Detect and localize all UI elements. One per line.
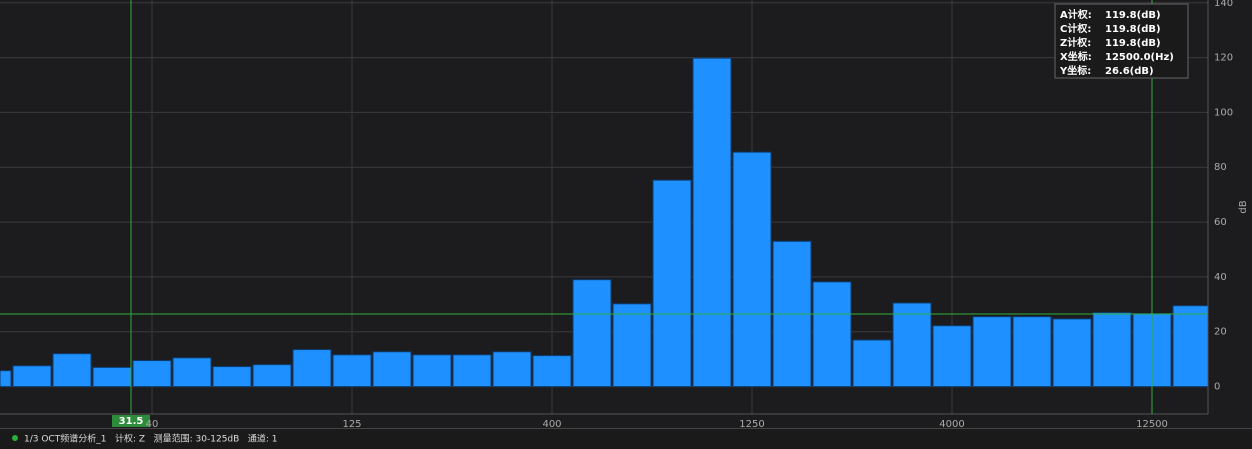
x-tick-label: 4000 (939, 419, 964, 430)
bar (853, 340, 891, 387)
y-axis-title: dB (1238, 200, 1249, 213)
bar (53, 354, 91, 387)
bar (0, 371, 11, 387)
x-tick-label: 40 (146, 419, 159, 430)
bar (973, 317, 1011, 387)
cursor-marker: 31.5 (112, 415, 150, 427)
bar (293, 350, 331, 387)
bar (733, 152, 771, 386)
bar (693, 58, 731, 386)
tooltip-value: 119.8(dB) (1105, 24, 1161, 35)
tooltip-value: 119.8(dB) (1105, 10, 1161, 21)
status-dot (12, 435, 18, 441)
tooltip-label: C计权: (1060, 22, 1091, 35)
x-tick-label: 12500 (1136, 419, 1168, 430)
bar (333, 355, 371, 387)
y-tick-label: 140 (1214, 0, 1233, 9)
bar (13, 366, 51, 387)
y-tick-label: 120 (1214, 53, 1233, 64)
bar (813, 282, 851, 387)
x-tick-label: 1250 (739, 419, 764, 430)
tooltip-label: X坐标: (1060, 50, 1092, 63)
bar (933, 326, 971, 387)
bar (533, 356, 571, 387)
cursor-marker-label: 31.5 (119, 416, 144, 427)
bar (613, 304, 651, 387)
bar (373, 352, 411, 387)
x-tick-label: 400 (542, 419, 561, 430)
bar (213, 367, 251, 387)
bar (493, 352, 531, 387)
bar (133, 361, 171, 387)
bar (893, 303, 931, 387)
y-tick-label: 100 (1214, 107, 1233, 118)
tooltip: A计权: 119.8(dB) C计权: 119.8(dB) Z计权: 119.8(dB) X… (1055, 4, 1188, 78)
tooltip-value: 26.6(dB) (1105, 66, 1154, 77)
bar (1013, 317, 1051, 387)
tooltip-label: Z计权: (1060, 36, 1091, 49)
bar (1093, 313, 1131, 387)
tooltip-value: 12500.0(Hz) (1105, 52, 1174, 63)
bar (93, 367, 131, 386)
tooltip-label: A计权: (1060, 8, 1092, 21)
y-tick-label: 60 (1214, 217, 1227, 228)
bar (1053, 319, 1091, 387)
y-tick-label: 20 (1214, 327, 1227, 338)
bar (413, 355, 451, 387)
bar (173, 358, 211, 387)
x-tick-label: 125 (342, 419, 361, 430)
bar (253, 365, 291, 387)
tooltip-value: 119.8(dB) (1105, 38, 1161, 49)
bar (1173, 306, 1208, 387)
y-tick-label: 0 (1214, 382, 1220, 393)
bar (453, 355, 491, 387)
bar (573, 280, 611, 387)
y-tick-label: 40 (1214, 272, 1227, 283)
tooltip-label: Y坐标: (1059, 64, 1091, 77)
y-tick-label: 80 (1214, 162, 1227, 173)
bar (653, 180, 691, 386)
status-text: 1/3 OCT频谱分析_1 计权: Z 测量范围: 30-125dB 通道: 1 (24, 433, 278, 445)
